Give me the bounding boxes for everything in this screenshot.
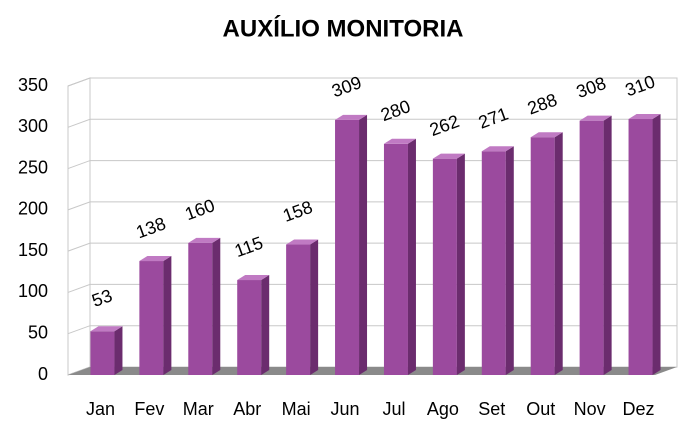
bar xyxy=(383,138,416,375)
y-tick-label: 300 xyxy=(18,116,48,136)
bar-front xyxy=(335,119,360,376)
bar-front xyxy=(90,331,115,375)
bar-side xyxy=(261,275,270,375)
bar-side xyxy=(652,114,661,376)
bar-front xyxy=(432,158,457,375)
bar xyxy=(481,146,514,375)
bar-top xyxy=(237,275,270,281)
bar xyxy=(188,237,221,375)
data-label: 115 xyxy=(232,233,266,262)
data-label: 288 xyxy=(525,89,560,118)
bar xyxy=(286,239,319,375)
bar-side xyxy=(212,237,221,375)
bar-front xyxy=(530,137,555,375)
bar-side xyxy=(407,138,416,375)
data-label: 160 xyxy=(182,195,217,224)
bar-front xyxy=(188,242,213,375)
bar-top xyxy=(628,114,661,120)
bar xyxy=(139,256,172,375)
bar-side xyxy=(603,115,612,376)
data-label: 309 xyxy=(329,72,364,101)
bar-side xyxy=(554,132,563,375)
bar-side xyxy=(505,146,514,375)
bar-top xyxy=(432,153,465,159)
bar-side xyxy=(114,326,123,375)
x-tick-label: Jul xyxy=(382,399,405,419)
data-label: 310 xyxy=(623,71,658,100)
data-label: 308 xyxy=(574,73,609,102)
bar-top xyxy=(335,114,368,120)
x-tick-label: Abr xyxy=(233,399,261,419)
x-tick-label: Fev xyxy=(134,399,164,419)
bar-top xyxy=(579,115,612,121)
bar xyxy=(432,153,465,375)
grid-line xyxy=(67,77,677,87)
bar-top xyxy=(383,138,416,144)
bar-front xyxy=(383,143,408,375)
x-tick-label: Jun xyxy=(331,399,360,419)
bar-front xyxy=(579,120,604,376)
x-tick-label: Ago xyxy=(427,399,459,419)
bar xyxy=(335,114,368,376)
y-tick-label: 350 xyxy=(18,75,48,95)
grid-line xyxy=(67,160,677,170)
x-tick-label: Dez xyxy=(623,399,655,419)
data-label: 280 xyxy=(378,96,413,125)
bar-top xyxy=(188,237,221,243)
y-tick-label: 200 xyxy=(18,199,48,219)
bar xyxy=(90,326,123,375)
x-tick-label: Nov xyxy=(574,399,606,419)
grid-line xyxy=(67,201,677,211)
bar-side xyxy=(456,153,465,375)
bar-top xyxy=(286,239,319,245)
bar-front xyxy=(139,261,164,375)
bar-top xyxy=(530,132,563,138)
bar xyxy=(530,132,563,375)
data-label: 53 xyxy=(89,285,115,311)
y-tick-label: 50 xyxy=(28,322,48,342)
bar-side xyxy=(310,239,319,375)
y-tick-label: 250 xyxy=(18,157,48,177)
grid-line xyxy=(67,325,677,335)
bar-top xyxy=(481,146,514,152)
data-label: 158 xyxy=(280,197,315,226)
x-tick-label: Out xyxy=(526,399,555,419)
x-tick-label: Jan xyxy=(86,399,115,419)
y-tick-label: 0 xyxy=(38,364,48,384)
bar-top xyxy=(139,256,172,262)
y-tick-label: 100 xyxy=(18,281,48,301)
grid-line xyxy=(67,283,677,293)
left-wall xyxy=(67,77,91,376)
bar-side xyxy=(359,114,368,376)
bar xyxy=(579,115,612,376)
bar-front xyxy=(237,280,262,375)
bar xyxy=(628,114,661,376)
bar xyxy=(237,275,270,375)
bar-top xyxy=(90,326,123,332)
grid-line xyxy=(67,118,677,128)
bar-side xyxy=(163,256,172,375)
data-label: 138 xyxy=(133,213,168,242)
bar-front xyxy=(286,244,311,375)
x-tick-label: Mai xyxy=(282,399,311,419)
data-label: 262 xyxy=(427,111,462,140)
bar-front xyxy=(628,119,653,376)
x-tick-label: Set xyxy=(478,399,505,419)
data-label: 271 xyxy=(476,104,511,133)
grid-line xyxy=(67,242,677,252)
bar-front xyxy=(481,151,506,375)
y-tick-label: 150 xyxy=(18,240,48,260)
chart-title: AUXÍLIO MONITORIA xyxy=(223,14,464,42)
x-tick-label: Mar xyxy=(183,399,214,419)
